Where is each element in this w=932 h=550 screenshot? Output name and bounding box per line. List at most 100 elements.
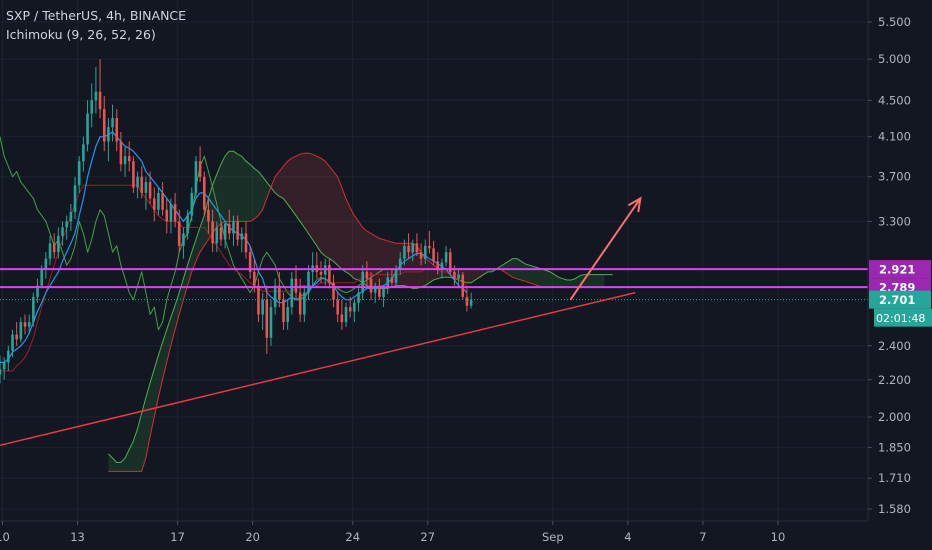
cloud-segment	[429, 261, 434, 283]
projection-arrow-shaft[interactable]	[569, 197, 642, 301]
candle-body	[428, 245, 431, 249]
candle	[290, 271, 294, 315]
indicator-title[interactable]: Ichimoku (9, 26, 52, 26)	[6, 27, 156, 42]
candle-body	[161, 192, 164, 210]
cloud-segment	[541, 269, 547, 287]
candle-body	[219, 227, 223, 240]
cloud-segment	[546, 270, 551, 287]
candle-body	[369, 278, 373, 293]
candle-body	[90, 100, 94, 114]
cloud-segment	[283, 161, 288, 205]
candle	[386, 271, 390, 295]
candle	[36, 278, 39, 303]
candle-body	[469, 299, 473, 306]
candle	[340, 299, 344, 330]
candle-body	[353, 302, 356, 312]
countdown-text: 02:01:48	[876, 312, 925, 325]
candle-body	[107, 127, 110, 142]
time-axis-label: 20	[245, 530, 260, 544]
candle-body	[248, 252, 252, 272]
candle-body	[461, 274, 465, 297]
cloud-segment	[483, 269, 488, 275]
candle-body	[307, 271, 310, 293]
candle	[248, 245, 252, 279]
candle	[465, 288, 469, 312]
candle-body	[61, 227, 64, 236]
candle-body	[177, 221, 181, 246]
projection-arrow-head[interactable]	[628, 196, 642, 213]
cloud-segment	[596, 274, 601, 287]
candle-body	[27, 322, 31, 327]
candle-body	[298, 292, 302, 315]
candle-body	[407, 245, 410, 253]
cloud-segment	[258, 171, 263, 216]
countdown-background	[874, 308, 932, 327]
cloud-segment	[145, 383, 151, 459]
cloud-segment	[591, 274, 597, 287]
candle	[98, 59, 102, 119]
candle-body	[411, 243, 415, 253]
cloud-segment	[504, 261, 509, 275]
candle-body	[294, 278, 298, 293]
cloud-segment	[320, 158, 326, 257]
candle	[365, 261, 369, 286]
price-axis-label: 1.850	[878, 440, 911, 454]
candle-body	[448, 252, 452, 272]
candle	[202, 171, 206, 216]
candle-body	[119, 141, 123, 165]
cloud-segment	[270, 176, 276, 193]
candle	[223, 221, 227, 249]
candle	[136, 171, 139, 199]
cloud-segment	[566, 280, 572, 287]
candle-body	[332, 282, 335, 300]
candle	[15, 322, 18, 346]
candle	[236, 215, 239, 246]
bar-countdown-label[interactable]: 02:01:48	[874, 308, 932, 327]
candle	[32, 292, 35, 327]
candle-body	[386, 277, 390, 289]
candle	[144, 176, 148, 210]
candle	[94, 67, 98, 114]
candle-body	[2, 362, 6, 370]
cloud-segment	[333, 171, 338, 266]
cloud-segment	[250, 164, 255, 222]
candle	[61, 221, 64, 246]
candle-body	[102, 109, 106, 142]
cloud-segment	[587, 274, 592, 287]
candle-body	[44, 258, 48, 270]
cloud-segment	[362, 227, 367, 286]
candle-body	[423, 245, 427, 259]
cloud-segment	[329, 166, 334, 262]
candle	[411, 239, 415, 262]
candle-body	[269, 307, 273, 338]
candle-body	[140, 176, 144, 193]
candle	[307, 265, 310, 300]
candle-body	[52, 243, 56, 253]
cloud-segment	[466, 269, 472, 283]
candle-body	[94, 91, 98, 101]
cloud-segment	[108, 453, 113, 472]
price-label[interactable]: 2.921	[869, 260, 931, 279]
candle-body	[415, 243, 419, 253]
drawings[interactable]	[0, 196, 868, 447]
price-axis-label: 1.580	[878, 502, 911, 516]
candle	[265, 285, 269, 355]
price-axis-label: 4.100	[878, 130, 911, 144]
candle	[273, 278, 277, 315]
candle-body	[336, 299, 339, 315]
candle	[457, 269, 460, 289]
price-label[interactable]: 2.701	[869, 290, 931, 309]
support-trendline[interactable]	[0, 291, 636, 447]
symbol-title[interactable]: SXP / TetherUS, 4h, BINANCE	[6, 8, 187, 23]
candle-body	[232, 221, 235, 234]
cloud-segment	[254, 168, 259, 220]
candle	[123, 146, 127, 177]
candle-body	[186, 215, 189, 234]
time-axis-panel[interactable]	[0, 521, 868, 550]
candle-body	[286, 307, 289, 323]
candle	[57, 227, 60, 259]
time-axis-label: 13	[70, 530, 85, 544]
candle-body	[207, 209, 210, 222]
